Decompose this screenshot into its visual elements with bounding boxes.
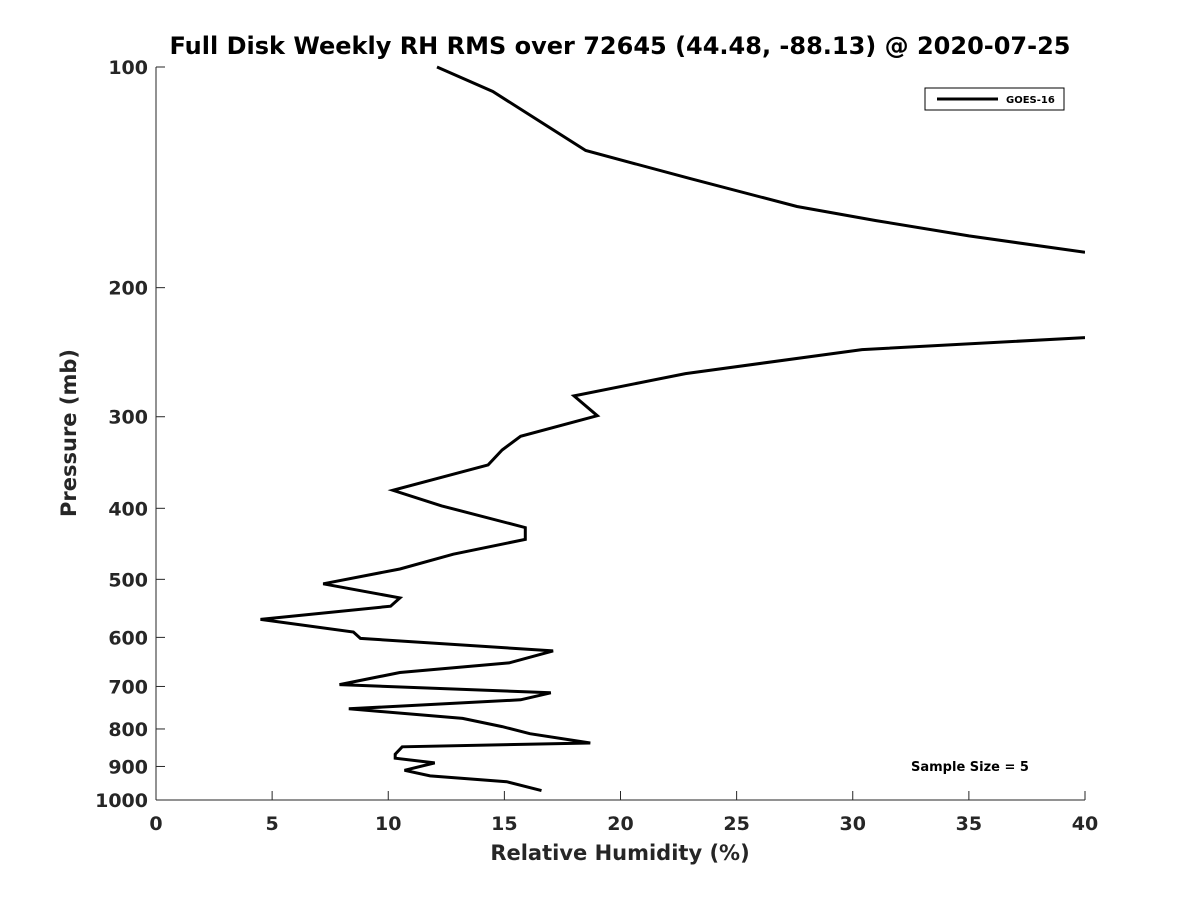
y-tick-label: 100: [108, 57, 148, 79]
sample-size-annotation: Sample Size = 5: [911, 760, 1029, 775]
series-layer: [260, 65, 1085, 793]
x-axis-label: Relative Humidity (%): [490, 841, 749, 865]
x-tick-label: 40: [1072, 813, 1098, 835]
x-tick-label: 20: [607, 813, 633, 835]
chart-title: Full Disk Weekly RH RMS over 72645 (44.4…: [169, 32, 1070, 60]
y-tick-label: 300: [108, 407, 148, 429]
y-tick-label: 1000: [95, 790, 148, 812]
series-line-goes16-segment-2: [260, 336, 1085, 793]
y-tick-label: 700: [108, 676, 148, 698]
x-tick-label: 10: [375, 813, 401, 835]
legend: GOES-16: [924, 87, 1065, 111]
y-tick-label: 400: [108, 498, 148, 520]
y-tick-label: 900: [108, 756, 148, 778]
x-tick-label: 25: [723, 813, 749, 835]
series-line-goes16-segment-1: [436, 65, 1085, 254]
y-axis-label: Pressure (mb): [57, 349, 81, 517]
y-tick-label: 500: [108, 569, 148, 591]
plot-axes: [155, 67, 1085, 801]
x-tick-label: 30: [840, 813, 866, 835]
x-tick-label: 15: [491, 813, 517, 835]
y-axis-ticks: 100 200 300 400 500 600 700 800 900 1000: [95, 57, 165, 812]
y-tick-label: 800: [108, 719, 148, 741]
x-tick-label: 5: [266, 813, 279, 835]
y-tick-label: 200: [108, 278, 148, 300]
x-axis-ticks: 0 5 10 15 20 25 30 35 40: [149, 791, 1098, 835]
legend-label-goes16: GOES-16: [1006, 95, 1055, 106]
x-tick-label: 0: [149, 813, 162, 835]
x-tick-label: 35: [956, 813, 982, 835]
y-tick-label: 600: [108, 627, 148, 649]
